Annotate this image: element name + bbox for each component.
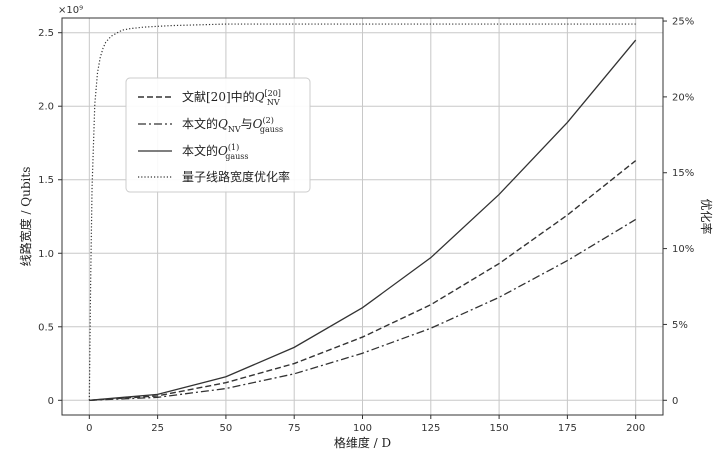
x-tick-label: 200 <box>626 423 645 434</box>
y-multiplier: ×10⁹ <box>58 5 83 16</box>
y-left-tick-label: 0.5 <box>38 322 54 333</box>
y-left-tick-label: 0 <box>48 396 54 407</box>
legend-label: 量子线路宽度优化率 <box>182 169 290 184</box>
series-line <box>89 160 637 401</box>
ticks: 0 25 50 75 100 125 150 175 200 0 0.5 1.0 1.5 2.0 2.5 0 5… <box>38 17 694 434</box>
y-axis-label-left: 线路宽度 / Qubits <box>18 167 33 267</box>
grid <box>62 18 663 415</box>
series-line <box>89 218 637 401</box>
y-right-tick-label: 10% <box>672 244 694 255</box>
legend-box <box>125 77 311 193</box>
x-tick-label: 75 <box>288 423 301 434</box>
series-layer <box>88 23 637 401</box>
y-right-tick-label: 15% <box>672 168 694 179</box>
y-left-tick-label: 2.5 <box>38 28 54 39</box>
x-axis-label: 格维度 / D <box>334 435 391 450</box>
y-right-tick-label: 25% <box>672 17 694 28</box>
x-tick-label: 25 <box>151 423 164 434</box>
x-tick-label: 50 <box>220 423 233 434</box>
y-right-tick-label: 20% <box>672 92 694 103</box>
y-right-tick-label: 5% <box>672 320 688 331</box>
y-left-tick-label: 1.5 <box>38 175 54 186</box>
x-tick-label: 150 <box>490 423 509 434</box>
series-line <box>89 39 637 401</box>
legend: 文献[20]中的Q[20] NV 本文的QNV与O(2) gauss 本文的O(1) ga… <box>125 77 311 193</box>
x-tick-label: 125 <box>421 423 440 434</box>
legend-label: 文献[20]中的Q[20] NV <box>182 89 281 107</box>
legend-label: 本文的O(1) gauss <box>182 143 248 161</box>
y-left-tick-label: 1.0 <box>38 249 54 260</box>
y-axis-label-right: 优化率 <box>699 198 714 234</box>
y-left-tick-label: 2.0 <box>38 102 54 113</box>
x-tick-label: 100 <box>353 423 372 434</box>
x-tick-label: 175 <box>558 423 577 434</box>
legend-label: 本文的QNV与O(2) gauss <box>182 116 283 134</box>
series-line <box>88 23 636 401</box>
y-right-tick-label: 0 <box>672 396 678 407</box>
x-tick-label: 0 <box>86 423 92 434</box>
